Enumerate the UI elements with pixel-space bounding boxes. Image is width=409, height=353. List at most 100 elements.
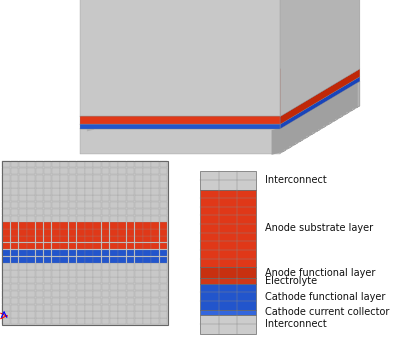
Bar <box>118 161 126 167</box>
Bar <box>127 188 134 195</box>
Bar <box>151 202 159 208</box>
Bar <box>52 216 60 222</box>
Bar <box>85 195 93 201</box>
Bar <box>118 305 126 311</box>
Bar <box>44 305 52 311</box>
Bar <box>110 181 118 188</box>
Bar <box>19 263 27 270</box>
Bar <box>69 188 76 195</box>
Bar <box>85 168 93 174</box>
Bar <box>102 188 109 195</box>
Polygon shape <box>340 86 351 114</box>
Bar <box>36 298 43 304</box>
Bar <box>102 202 109 208</box>
Bar <box>135 311 142 318</box>
Bar <box>85 181 93 188</box>
Bar <box>110 229 118 235</box>
Bar <box>61 222 68 229</box>
Bar <box>2 270 10 277</box>
Bar <box>44 195 52 201</box>
Bar <box>44 202 52 208</box>
Bar <box>36 243 43 249</box>
Bar <box>110 188 118 195</box>
Bar <box>110 277 118 283</box>
Polygon shape <box>283 120 294 148</box>
Bar <box>69 318 76 324</box>
Bar <box>69 175 76 181</box>
Bar <box>52 181 60 188</box>
Bar <box>118 209 126 215</box>
Bar <box>27 250 35 256</box>
Bar <box>143 161 151 167</box>
Bar <box>44 161 52 167</box>
Bar <box>143 181 151 188</box>
Bar <box>143 216 151 222</box>
Bar <box>102 168 109 174</box>
Bar <box>102 305 109 311</box>
Bar <box>27 209 35 215</box>
Bar <box>44 188 52 195</box>
Bar <box>61 161 68 167</box>
Bar <box>160 216 167 222</box>
Bar <box>102 161 109 167</box>
Bar <box>143 209 151 215</box>
Bar <box>52 236 60 243</box>
Bar <box>69 263 76 270</box>
Bar <box>11 195 18 201</box>
Bar <box>27 202 35 208</box>
Polygon shape <box>346 83 357 110</box>
Bar <box>77 250 85 256</box>
Polygon shape <box>306 112 309 138</box>
Bar <box>2 181 10 188</box>
Bar <box>127 318 134 324</box>
Bar <box>69 277 76 283</box>
Text: Interconnect: Interconnect <box>265 175 326 185</box>
Bar <box>52 291 60 297</box>
Bar <box>118 250 126 256</box>
Bar <box>36 284 43 290</box>
Bar <box>36 195 43 201</box>
Bar <box>2 161 168 325</box>
Bar <box>52 168 60 174</box>
Bar <box>110 209 118 215</box>
Bar <box>52 298 60 304</box>
Bar <box>2 195 10 201</box>
Bar <box>2 311 10 318</box>
Bar <box>110 298 118 304</box>
Polygon shape <box>280 81 360 154</box>
Bar <box>135 181 142 188</box>
Bar <box>110 318 118 324</box>
Bar <box>69 291 76 297</box>
Bar <box>102 229 109 235</box>
Bar <box>44 270 52 277</box>
Bar <box>85 188 93 195</box>
Bar <box>27 318 35 324</box>
Bar <box>27 168 35 174</box>
Bar <box>118 229 126 235</box>
Bar <box>52 250 60 256</box>
Bar <box>69 209 76 215</box>
Bar <box>77 298 85 304</box>
Polygon shape <box>289 117 300 145</box>
Bar <box>44 250 52 256</box>
Bar <box>94 209 101 215</box>
Polygon shape <box>80 0 280 116</box>
Bar <box>77 270 85 277</box>
Bar <box>110 243 118 249</box>
Bar <box>151 250 159 256</box>
Bar <box>11 202 18 208</box>
Bar <box>44 257 52 263</box>
Polygon shape <box>159 108 166 114</box>
Bar <box>61 250 68 256</box>
Polygon shape <box>80 81 360 129</box>
Bar <box>27 305 35 311</box>
Bar <box>200 171 256 190</box>
Bar <box>19 209 27 215</box>
Bar <box>200 310 256 315</box>
Bar <box>135 209 142 215</box>
Polygon shape <box>312 108 315 135</box>
Bar <box>118 243 126 249</box>
Text: Electrolyte: Electrolyte <box>265 276 317 286</box>
Bar <box>77 277 85 283</box>
Bar <box>135 298 142 304</box>
